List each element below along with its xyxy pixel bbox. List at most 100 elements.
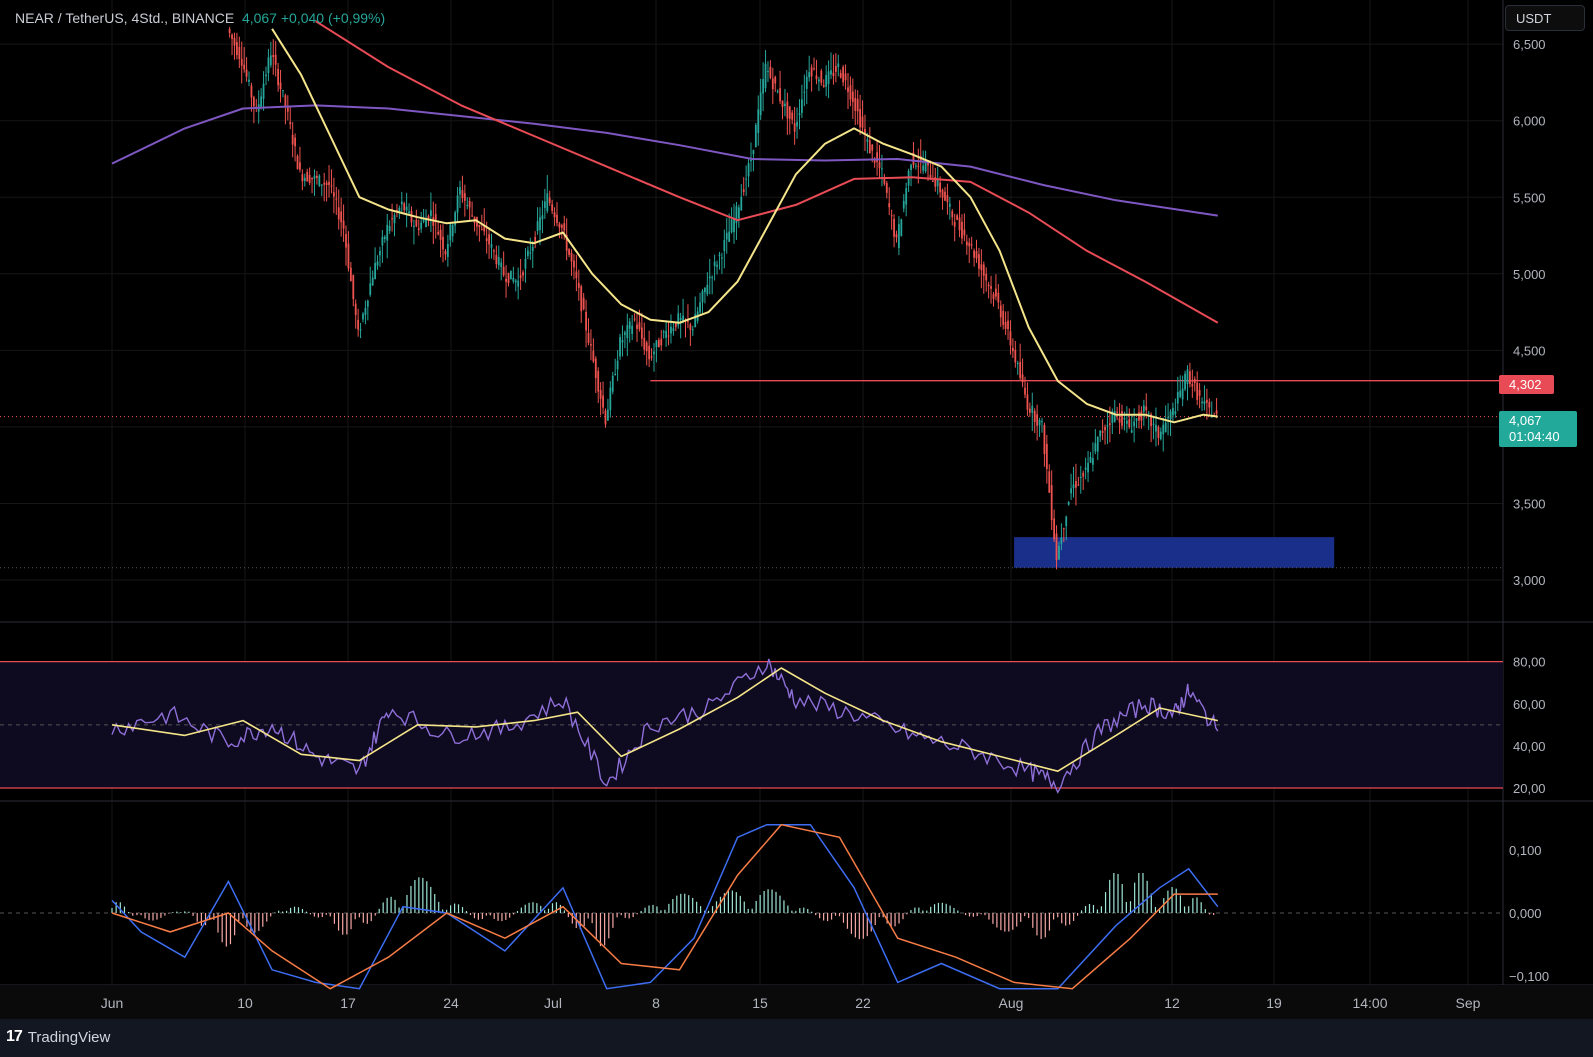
candle-body	[560, 225, 563, 228]
candle-body	[876, 152, 878, 162]
candle-body	[1038, 420, 1041, 426]
candle-body	[1082, 472, 1085, 477]
candle-body	[439, 229, 442, 240]
candle-body	[541, 215, 544, 220]
candle-body	[449, 224, 452, 241]
candle-body	[500, 262, 503, 268]
candle-body	[774, 76, 777, 84]
candle-body	[466, 204, 469, 206]
candle-body	[277, 68, 280, 86]
candle-body	[291, 134, 294, 145]
candle-body	[1147, 413, 1150, 415]
time-axis-label: 14:00	[1352, 995, 1387, 1011]
candle-body	[1138, 412, 1140, 421]
candle-body	[871, 144, 874, 151]
candle-body	[362, 313, 364, 320]
candle-body	[519, 275, 522, 278]
candle-body	[754, 124, 757, 148]
candle-body	[250, 85, 253, 98]
candle-body	[493, 250, 495, 252]
tradingview-brand[interactable]: 17 TradingView	[6, 1028, 110, 1046]
candle-body	[398, 207, 401, 212]
candle-body	[1106, 425, 1109, 427]
candle-body	[902, 200, 905, 209]
candle-body	[740, 196, 743, 211]
candle-body	[1096, 436, 1099, 452]
candle-body	[999, 305, 1002, 318]
candle-body	[478, 224, 481, 228]
candle-body	[929, 174, 932, 179]
candle-body	[670, 326, 672, 334]
candle-body	[1133, 421, 1136, 427]
candle-body	[505, 278, 507, 282]
candle-body	[737, 207, 740, 219]
candle-body	[961, 221, 963, 239]
candle-body	[948, 203, 951, 207]
candle-body	[970, 244, 973, 246]
candle-body	[434, 214, 437, 222]
candle-body	[1159, 431, 1162, 440]
symbol-legend[interactable]: NEAR / TetherUS, 4Std., BINANCE 4,067 +0…	[15, 10, 385, 26]
price-axis-label: 4,500	[1513, 343, 1546, 358]
price-change-value: +0,040 (+0,99%)	[280, 10, 386, 26]
candle-body	[1140, 411, 1143, 421]
candle-body	[1062, 528, 1065, 530]
symbol-title[interactable]: NEAR / TetherUS, 4Std., BINANCE	[15, 10, 235, 26]
candle-body	[1167, 417, 1169, 419]
candle-body	[446, 243, 449, 257]
candle-body	[939, 182, 942, 193]
candle-body	[1123, 417, 1126, 420]
candle-body	[1193, 379, 1196, 384]
ma-long-line	[111, 104, 1218, 217]
candle-body	[1016, 362, 1019, 365]
price-axis-label: 5,000	[1513, 267, 1546, 282]
macd-line	[111, 823, 1219, 990]
candle-body	[529, 252, 532, 254]
price-pane[interactable]	[0, 20, 1503, 570]
candle-body	[413, 226, 415, 228]
candle-body	[798, 113, 801, 115]
currency-button[interactable]: USDT	[1505, 5, 1585, 31]
candle-body	[742, 189, 745, 193]
candle-body	[965, 241, 968, 246]
candle-body	[934, 176, 937, 187]
candle-body	[623, 332, 626, 335]
candle-body	[878, 161, 881, 169]
candle-body	[1145, 406, 1148, 411]
candle-body	[810, 67, 813, 77]
candle-body	[728, 231, 731, 242]
candle-body	[713, 261, 716, 267]
macd-pane[interactable]	[0, 823, 1503, 990]
candle-body	[1087, 462, 1089, 473]
candle-body	[747, 163, 750, 177]
candle-body	[924, 162, 927, 172]
candle-body	[759, 92, 762, 116]
candle-body	[417, 228, 420, 231]
candle-body	[764, 63, 767, 89]
candle-body	[815, 75, 818, 80]
candle-body	[1043, 424, 1046, 455]
candle-body	[837, 63, 840, 67]
candle-body	[391, 218, 393, 220]
candle-body	[767, 71, 769, 73]
price-tags: 4,302 4,067 01:04:40	[1499, 375, 1577, 447]
candle-body	[335, 198, 338, 200]
candle-body	[357, 319, 360, 330]
candle-body	[575, 271, 578, 278]
candle-body	[1172, 407, 1174, 416]
candle-body	[1162, 424, 1165, 435]
candle-body	[640, 327, 643, 339]
demand-zone	[1014, 537, 1335, 568]
candle-body	[699, 302, 701, 313]
candle-body	[895, 234, 898, 238]
rsi-axis-label: 40,00	[1513, 739, 1546, 754]
candle-body	[931, 180, 934, 182]
candle-body	[558, 223, 561, 228]
candle-body	[1186, 369, 1189, 384]
candle-body	[813, 68, 815, 70]
candle-body	[757, 109, 760, 133]
candle-body	[687, 321, 689, 323]
candle-body	[1104, 426, 1106, 431]
rsi-pane[interactable]	[0, 658, 1503, 794]
